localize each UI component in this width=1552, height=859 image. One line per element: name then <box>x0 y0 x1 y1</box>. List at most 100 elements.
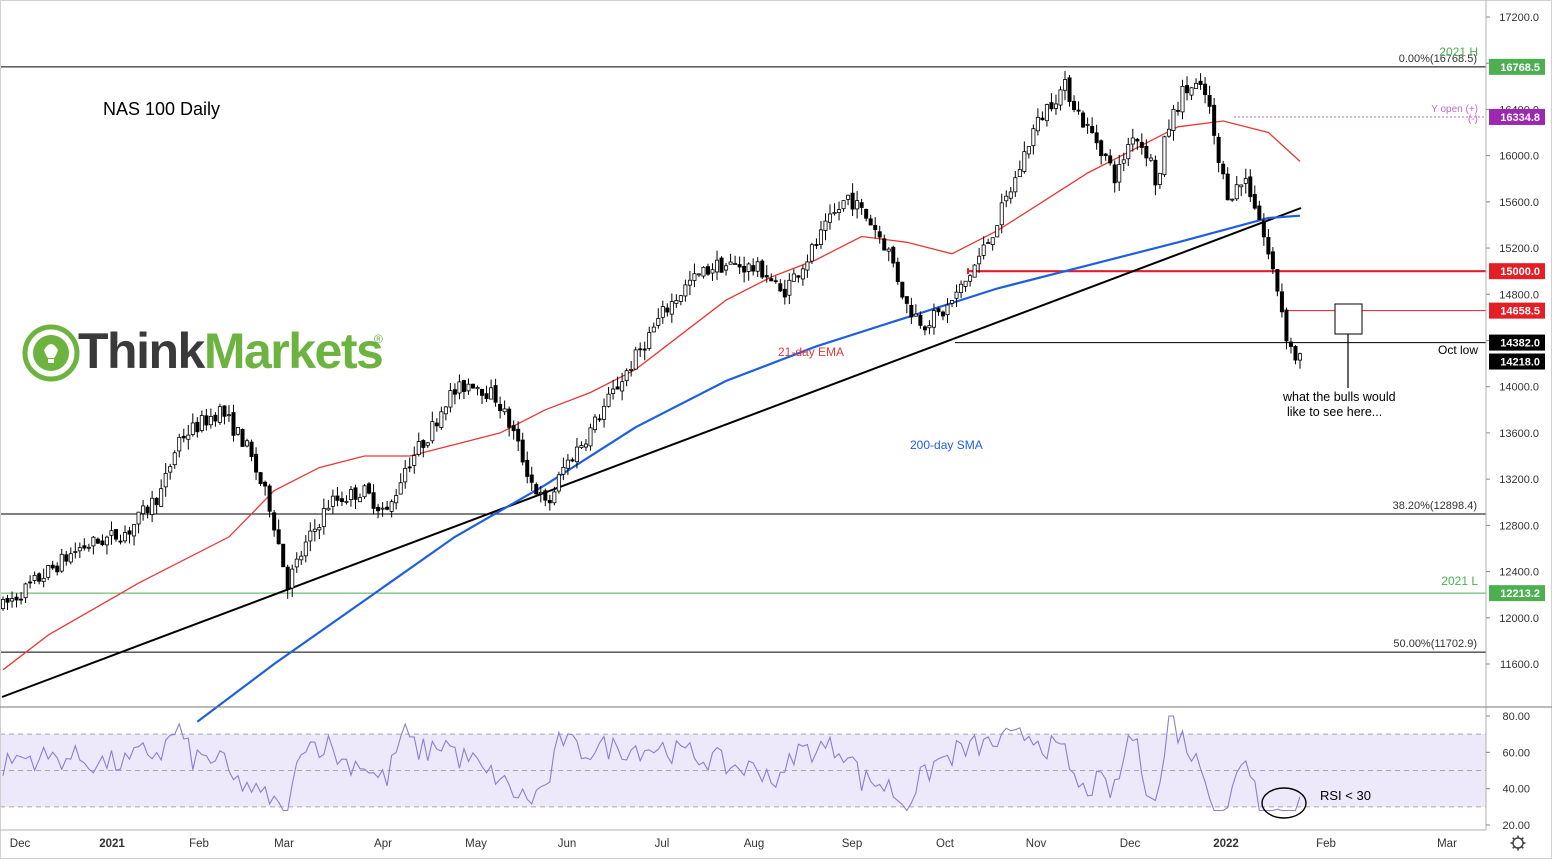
candle-body <box>362 485 367 498</box>
candle-body <box>1090 125 1095 133</box>
candle-body <box>814 244 819 246</box>
candle-body <box>547 499 552 504</box>
level-label: 38.20%(12898.4) <box>1393 500 1477 512</box>
y-open-minus-label: (-) <box>1468 114 1478 125</box>
candle-body <box>620 381 625 392</box>
candle-body <box>809 244 814 262</box>
rsi-tick-label: 40.00 <box>1502 784 1530 796</box>
rsi-tick-label: 80.00 <box>1502 711 1530 723</box>
candle-body <box>1243 178 1248 184</box>
candle-body <box>511 425 516 432</box>
candle-body <box>737 264 742 268</box>
price-badge <box>1489 263 1545 280</box>
candle-body <box>312 528 317 532</box>
candle-body <box>1284 309 1289 342</box>
candle-body <box>439 411 444 428</box>
candle-body <box>480 388 485 396</box>
candle-body <box>1203 83 1208 96</box>
candle-body <box>41 577 46 582</box>
candle-body <box>1035 116 1040 132</box>
candle-body <box>177 436 182 452</box>
candle-body <box>1067 77 1072 102</box>
candle-body <box>186 434 191 440</box>
candle-body <box>678 295 683 302</box>
candle-body <box>778 283 783 292</box>
candle-body <box>692 273 697 281</box>
candle-body <box>385 506 390 510</box>
candle-body <box>470 383 475 389</box>
candle-body <box>254 453 259 473</box>
candle-body <box>940 311 945 317</box>
price-tick-label: 12000.0 <box>1499 613 1539 625</box>
candle-body <box>922 326 927 331</box>
candle-body <box>656 318 661 326</box>
candle-body <box>972 264 977 278</box>
candle-body <box>1166 128 1171 137</box>
candle-body <box>516 428 521 442</box>
time-tick-label: 2021 <box>99 838 125 850</box>
candle-body <box>1162 136 1167 176</box>
candle-body <box>1279 291 1284 313</box>
candle-body <box>1216 136 1221 163</box>
candle-body <box>1288 341 1293 347</box>
candle-body <box>172 452 177 466</box>
candle-body <box>240 428 245 447</box>
sma-label: 200-day SMA <box>910 438 983 452</box>
candle-body <box>602 405 607 420</box>
price-tick-label: 15200.0 <box>1499 243 1539 255</box>
candle-body <box>64 554 69 562</box>
candle-body <box>904 296 909 304</box>
price-tick-label: 13200.0 <box>1499 474 1539 486</box>
rsi-highlight-circle <box>1261 787 1307 819</box>
price-badge-label: 14218.0 <box>1500 357 1540 369</box>
candle-body <box>742 265 747 273</box>
candle-body <box>82 545 87 549</box>
candle-body <box>534 484 539 495</box>
candle-body <box>0 599 6 609</box>
candle-body <box>751 265 756 272</box>
candle-body <box>954 291 959 299</box>
candle-body <box>77 547 82 552</box>
candle-body <box>339 498 344 503</box>
candle-body <box>832 212 837 215</box>
candle-body <box>981 244 986 256</box>
candle-body <box>615 386 620 390</box>
thinkmarkets-logo <box>22 320 392 386</box>
candle-body <box>696 273 701 276</box>
candle-body <box>407 466 412 469</box>
price-tick-label: 12400.0 <box>1499 567 1539 579</box>
candle-body <box>141 505 146 514</box>
settings-gear-icon[interactable] <box>1510 835 1526 851</box>
candle-body <box>249 441 254 457</box>
gear-tooth <box>1512 837 1516 841</box>
candle-body <box>855 200 860 210</box>
trendline <box>1 207 1302 698</box>
candle-body <box>995 225 1000 238</box>
candle-body <box>900 281 905 298</box>
candle-body <box>28 581 33 584</box>
candle-body <box>873 225 878 231</box>
candle-body <box>552 491 557 504</box>
candle-body <box>132 524 137 537</box>
candle-body <box>100 540 105 546</box>
candle-body <box>1252 194 1257 209</box>
candle-body <box>1053 103 1058 109</box>
price-tick-label: 14800.0 <box>1499 289 1539 301</box>
candle-body <box>683 284 688 297</box>
fib-levels: 0.00%(16768.5) 38.20%(12898.4) 50.00%(1170… <box>0 53 1486 653</box>
candle-body <box>235 427 240 435</box>
candle-body <box>380 507 385 510</box>
trendline <box>1 207 1302 698</box>
candle-body <box>1049 102 1054 110</box>
candle-body <box>990 237 995 245</box>
candle-body <box>10 598 15 602</box>
price-badge-label: 15000.0 <box>1500 266 1540 278</box>
candle-body <box>14 596 19 601</box>
candle-body <box>1008 191 1013 199</box>
candle-body <box>1180 85 1185 113</box>
candle-body <box>95 538 100 544</box>
candle-body <box>638 348 643 351</box>
candle-body <box>606 393 611 407</box>
candle-body <box>1157 172 1162 185</box>
